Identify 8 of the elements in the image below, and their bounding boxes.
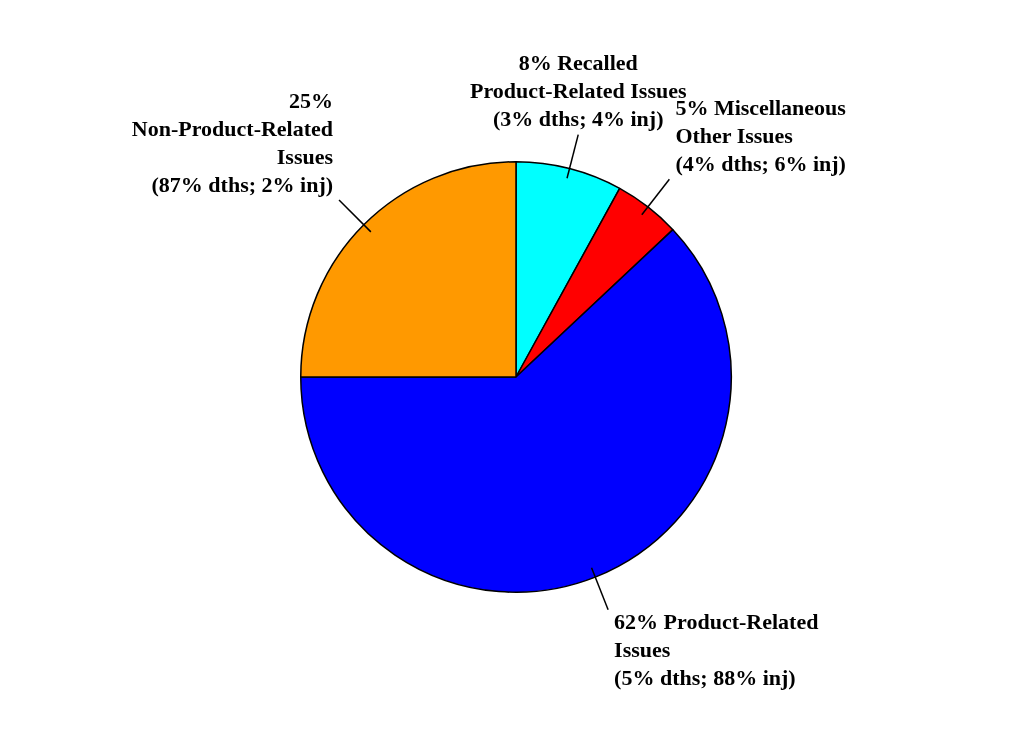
text: (4% dths; 6% inj): [675, 150, 846, 176]
text: (87% dths; 2% inj): [151, 171, 334, 197]
category-label: Issues: [614, 637, 671, 663]
text: (5% dths; 88% inj): [614, 665, 796, 691]
text: (3% dths; 4% inj): [492, 106, 664, 132]
slice-label: Non-Product-Related Issues: [131, 115, 334, 169]
text: 62% Product-Related: [614, 609, 819, 635]
data-label: 25%: [289, 87, 334, 113]
